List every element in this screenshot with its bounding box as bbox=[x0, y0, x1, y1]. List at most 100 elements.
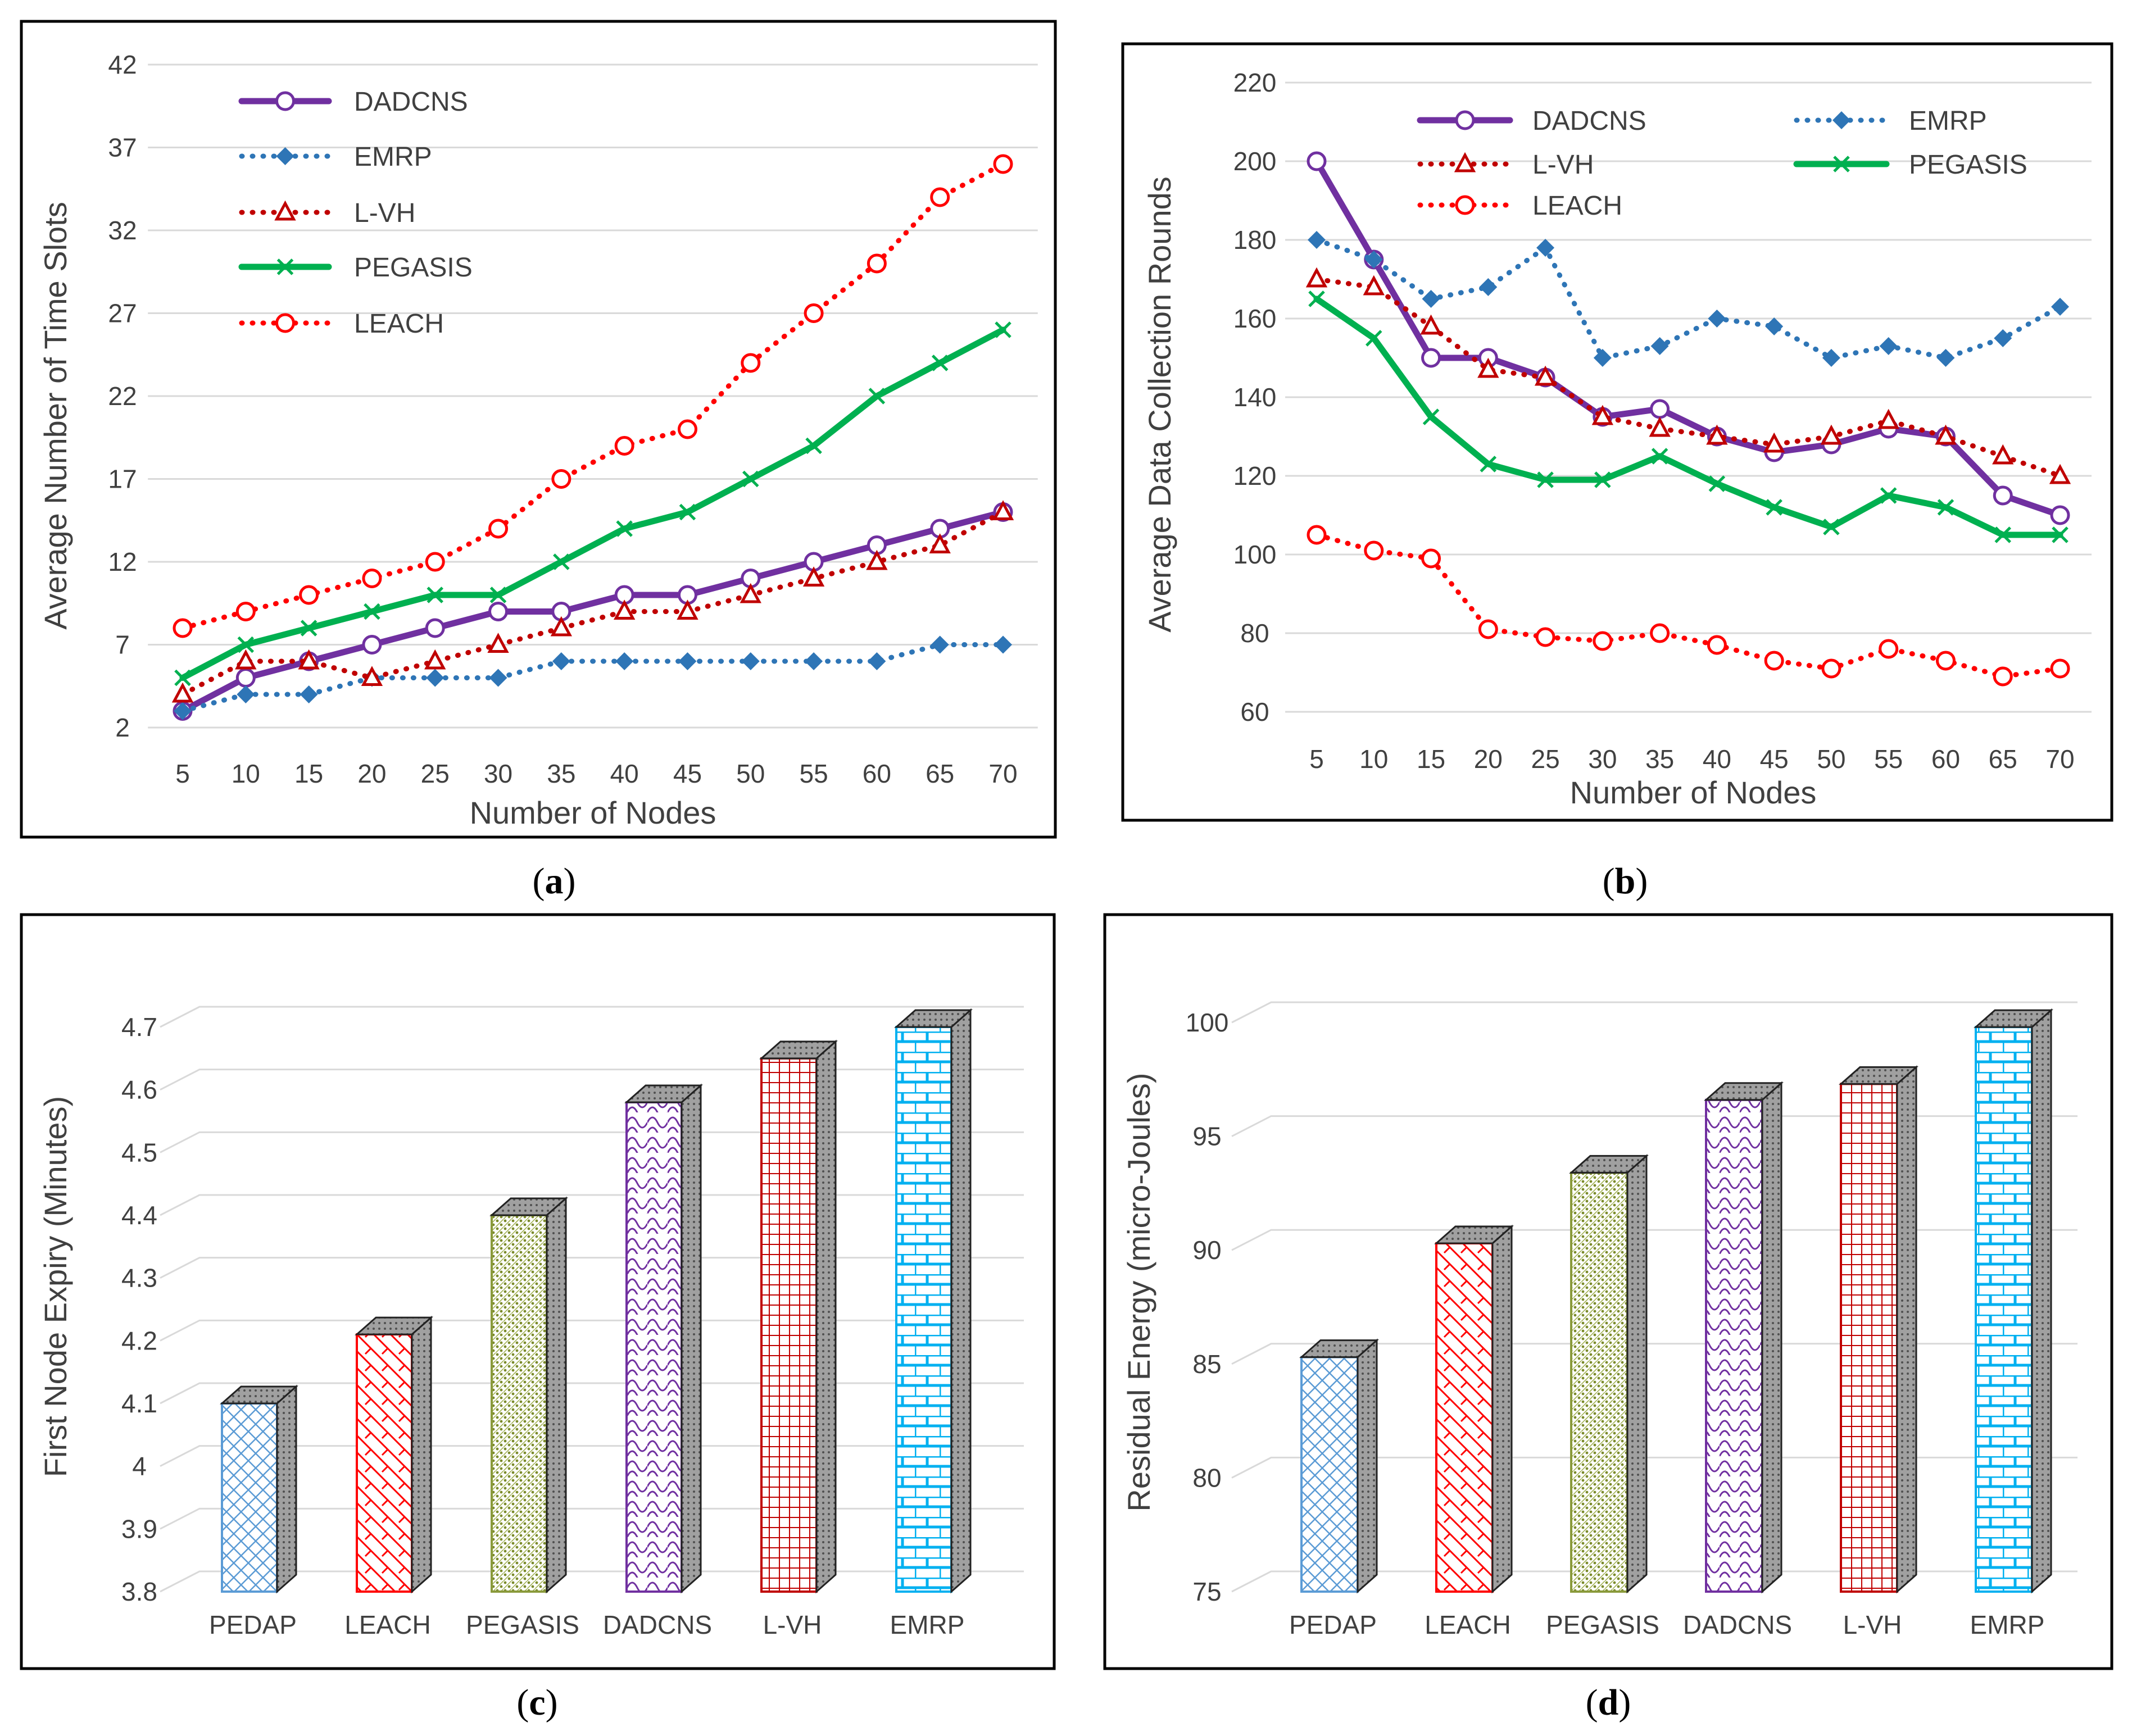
chart-b-xtick-25: 25 bbox=[1531, 744, 1559, 774]
chart-c-first-node-expiry: 3.8 3.9 4 4.1 4.2 4.3 4.4 4.5 4.6 4.7 PEDAP LEACH P… bbox=[20, 913, 1056, 1670]
chart-a-point-pegasis-15 bbox=[300, 620, 317, 637]
chart-b-point-leach-50 bbox=[1821, 658, 1841, 679]
chart-b-point-leach-5 bbox=[1307, 525, 1327, 545]
chart-c-bar-pegasis bbox=[491, 1214, 548, 1593]
chart-a-point-l-vh-10 bbox=[235, 649, 257, 670]
chart-b-point-leach-15 bbox=[1421, 548, 1441, 569]
chart-b-xtick-30: 30 bbox=[1588, 744, 1617, 774]
chart-b-point-dadcns-70 bbox=[2050, 505, 2070, 525]
chart-a-point-l-vh-15 bbox=[298, 649, 320, 670]
chart-c-bar-emrp bbox=[895, 1026, 952, 1593]
chart-b-point-pegasis-25 bbox=[1537, 471, 1554, 488]
chart-c-ytick-3-9: 3.9 bbox=[121, 1514, 157, 1543]
chart-a-point-dadcns-20 bbox=[362, 635, 382, 655]
chart-a-point-emrp-15 bbox=[300, 685, 318, 703]
chart-b-point-leach-20 bbox=[1478, 619, 1498, 639]
chart-c-bar-side-leach bbox=[411, 1315, 432, 1594]
chart-a-point-dadcns-10 bbox=[235, 668, 256, 688]
chart-d-ytick-95: 95 bbox=[1192, 1122, 1221, 1151]
chart-b-data-collection-rounds: 60 80 100 120 140 160 180 200 220 5 10 15 20 25 30 35 4… bbox=[1121, 42, 2113, 822]
chart-d-bar-top-leach bbox=[1434, 1225, 1514, 1244]
chart-b-point-l-vh-20 bbox=[1477, 357, 1499, 378]
chart-a-point-leach-60 bbox=[867, 253, 887, 274]
chart-b-xtick-5: 5 bbox=[1309, 744, 1324, 774]
chart-b-point-pegasis-70 bbox=[2052, 526, 2069, 543]
chart-a-point-pegasis-65 bbox=[931, 355, 949, 371]
chart-a-point-pegasis-10 bbox=[237, 636, 255, 653]
chart-b-point-leach-25 bbox=[1535, 627, 1555, 647]
chart-a-ytick-17: 17 bbox=[108, 465, 137, 494]
chart-a-xtick-35: 35 bbox=[547, 759, 575, 788]
chart-b-legend-label-dadcns: DADCNS bbox=[1532, 106, 1646, 136]
chart-a-point-dadcns-25 bbox=[425, 618, 445, 638]
chart-a-ytick-7: 7 bbox=[115, 630, 130, 660]
chart-c-ytick-4-3: 4.3 bbox=[121, 1264, 157, 1293]
chart-a-xlabel: Number of Nodes bbox=[470, 795, 716, 830]
chart-b-xtick-70: 70 bbox=[2045, 744, 2074, 774]
chart-a-xtick-30: 30 bbox=[484, 759, 512, 788]
chart-b-ytick-120: 120 bbox=[1233, 461, 1277, 490]
chart-c-bar-side-emrp bbox=[950, 1008, 972, 1594]
chart-a-ytick-32: 32 bbox=[108, 216, 137, 245]
chart-b-legend-label-pegasis: PEGASIS bbox=[1909, 150, 2027, 180]
chart-b-point-emrp-45 bbox=[1765, 317, 1784, 335]
chart-a-point-leach-35 bbox=[551, 469, 571, 489]
chart-d-bar-pegasis bbox=[1570, 1171, 1629, 1593]
chart-b-frame bbox=[1121, 42, 2113, 822]
chart-b-point-l-vh-45 bbox=[1763, 432, 1785, 453]
chart-a-point-dadcns-30 bbox=[488, 602, 509, 621]
chart-d-bar-side-dadcns bbox=[1761, 1081, 1782, 1594]
chart-b-point-emrp-30 bbox=[1593, 349, 1612, 367]
chart-a-xtick-60: 60 bbox=[863, 759, 891, 788]
chart-a-point-emrp-65 bbox=[931, 635, 949, 654]
chart-d-bar-top-pedap bbox=[1299, 1339, 1379, 1358]
chart-b-point-emrp-65 bbox=[1994, 329, 2012, 347]
chart-d-gridline-90 bbox=[1231, 1229, 2078, 1251]
chart-b-ytick-140: 140 bbox=[1233, 383, 1277, 412]
chart-b-legend-label-emrp: EMRP bbox=[1909, 106, 1987, 136]
chart-b-xtick-35: 35 bbox=[1645, 744, 1674, 774]
caption-d: (d) bbox=[1586, 1682, 1631, 1723]
chart-a-legend-marker-emrp bbox=[276, 147, 294, 165]
chart-d-bar-top-dadcns bbox=[1704, 1082, 1784, 1101]
chart-d-bar-dadcns bbox=[1705, 1098, 1763, 1593]
chart-a-point-emrp-45 bbox=[678, 652, 697, 670]
chart-b-ytick-80: 80 bbox=[1240, 619, 1269, 648]
chart-c-gridline-4-7 bbox=[160, 1006, 1024, 1028]
chart-c-ytick-4-1: 4.1 bbox=[121, 1389, 157, 1418]
chart-a-point-emrp-10 bbox=[237, 685, 255, 703]
chart-b-xtick-10: 10 bbox=[1359, 744, 1388, 774]
chart-c-gridline-4-6 bbox=[160, 1069, 1024, 1091]
chart-c-ytick-3-8: 3.8 bbox=[121, 1577, 157, 1606]
chart-d-ytick-80: 80 bbox=[1192, 1463, 1221, 1492]
chart-d-bar-side-pedap bbox=[1357, 1338, 1378, 1594]
chart-b-point-pegasis-15 bbox=[1422, 408, 1440, 425]
chart-a-point-emrp-30 bbox=[489, 669, 507, 687]
chart-a-xtick-5: 5 bbox=[175, 759, 190, 788]
chart-d-bar-pedap bbox=[1300, 1356, 1359, 1593]
chart-a-legend-marker-leach bbox=[275, 313, 295, 333]
chart-a-xtick-40: 40 bbox=[610, 759, 639, 788]
chart-a-point-emrp-40 bbox=[615, 652, 634, 670]
chart-c-bar-top-dadcns bbox=[624, 1084, 703, 1103]
chart-a-point-pegasis-60 bbox=[868, 388, 886, 405]
chart-b-point-emrp-50 bbox=[1822, 349, 1840, 367]
chart-a-point-leach-30 bbox=[488, 519, 509, 539]
chart-b-point-l-vh-5 bbox=[1305, 267, 1328, 288]
chart-b-point-l-vh-70 bbox=[2049, 463, 2071, 484]
caption-c: (c) bbox=[516, 1682, 557, 1723]
chart-a-point-pegasis-50 bbox=[742, 470, 759, 488]
chart-d-gridline-100 bbox=[1231, 1001, 2078, 1024]
chart-b-xtick-15: 15 bbox=[1417, 744, 1445, 774]
chart-a-series-line-pegasis bbox=[179, 326, 1006, 681]
chart-b-point-pegasis-45 bbox=[1766, 499, 1782, 516]
chart-b-point-emrp-35 bbox=[1650, 337, 1669, 355]
chart-c-frame bbox=[20, 913, 1056, 1670]
chart-a-point-emrp-70 bbox=[994, 635, 1012, 654]
chart-b-point-leach-45 bbox=[1764, 651, 1784, 671]
chart-c-ytick-4-6: 4.6 bbox=[121, 1075, 157, 1105]
chart-a-point-l-vh-5 bbox=[171, 682, 194, 703]
chart-d-bar-l-vh bbox=[1840, 1083, 1898, 1593]
chart-d-ylabel: Residual Energy (micro-Joules) bbox=[1121, 1072, 1156, 1511]
chart-b-point-l-vh-25 bbox=[1534, 365, 1557, 386]
